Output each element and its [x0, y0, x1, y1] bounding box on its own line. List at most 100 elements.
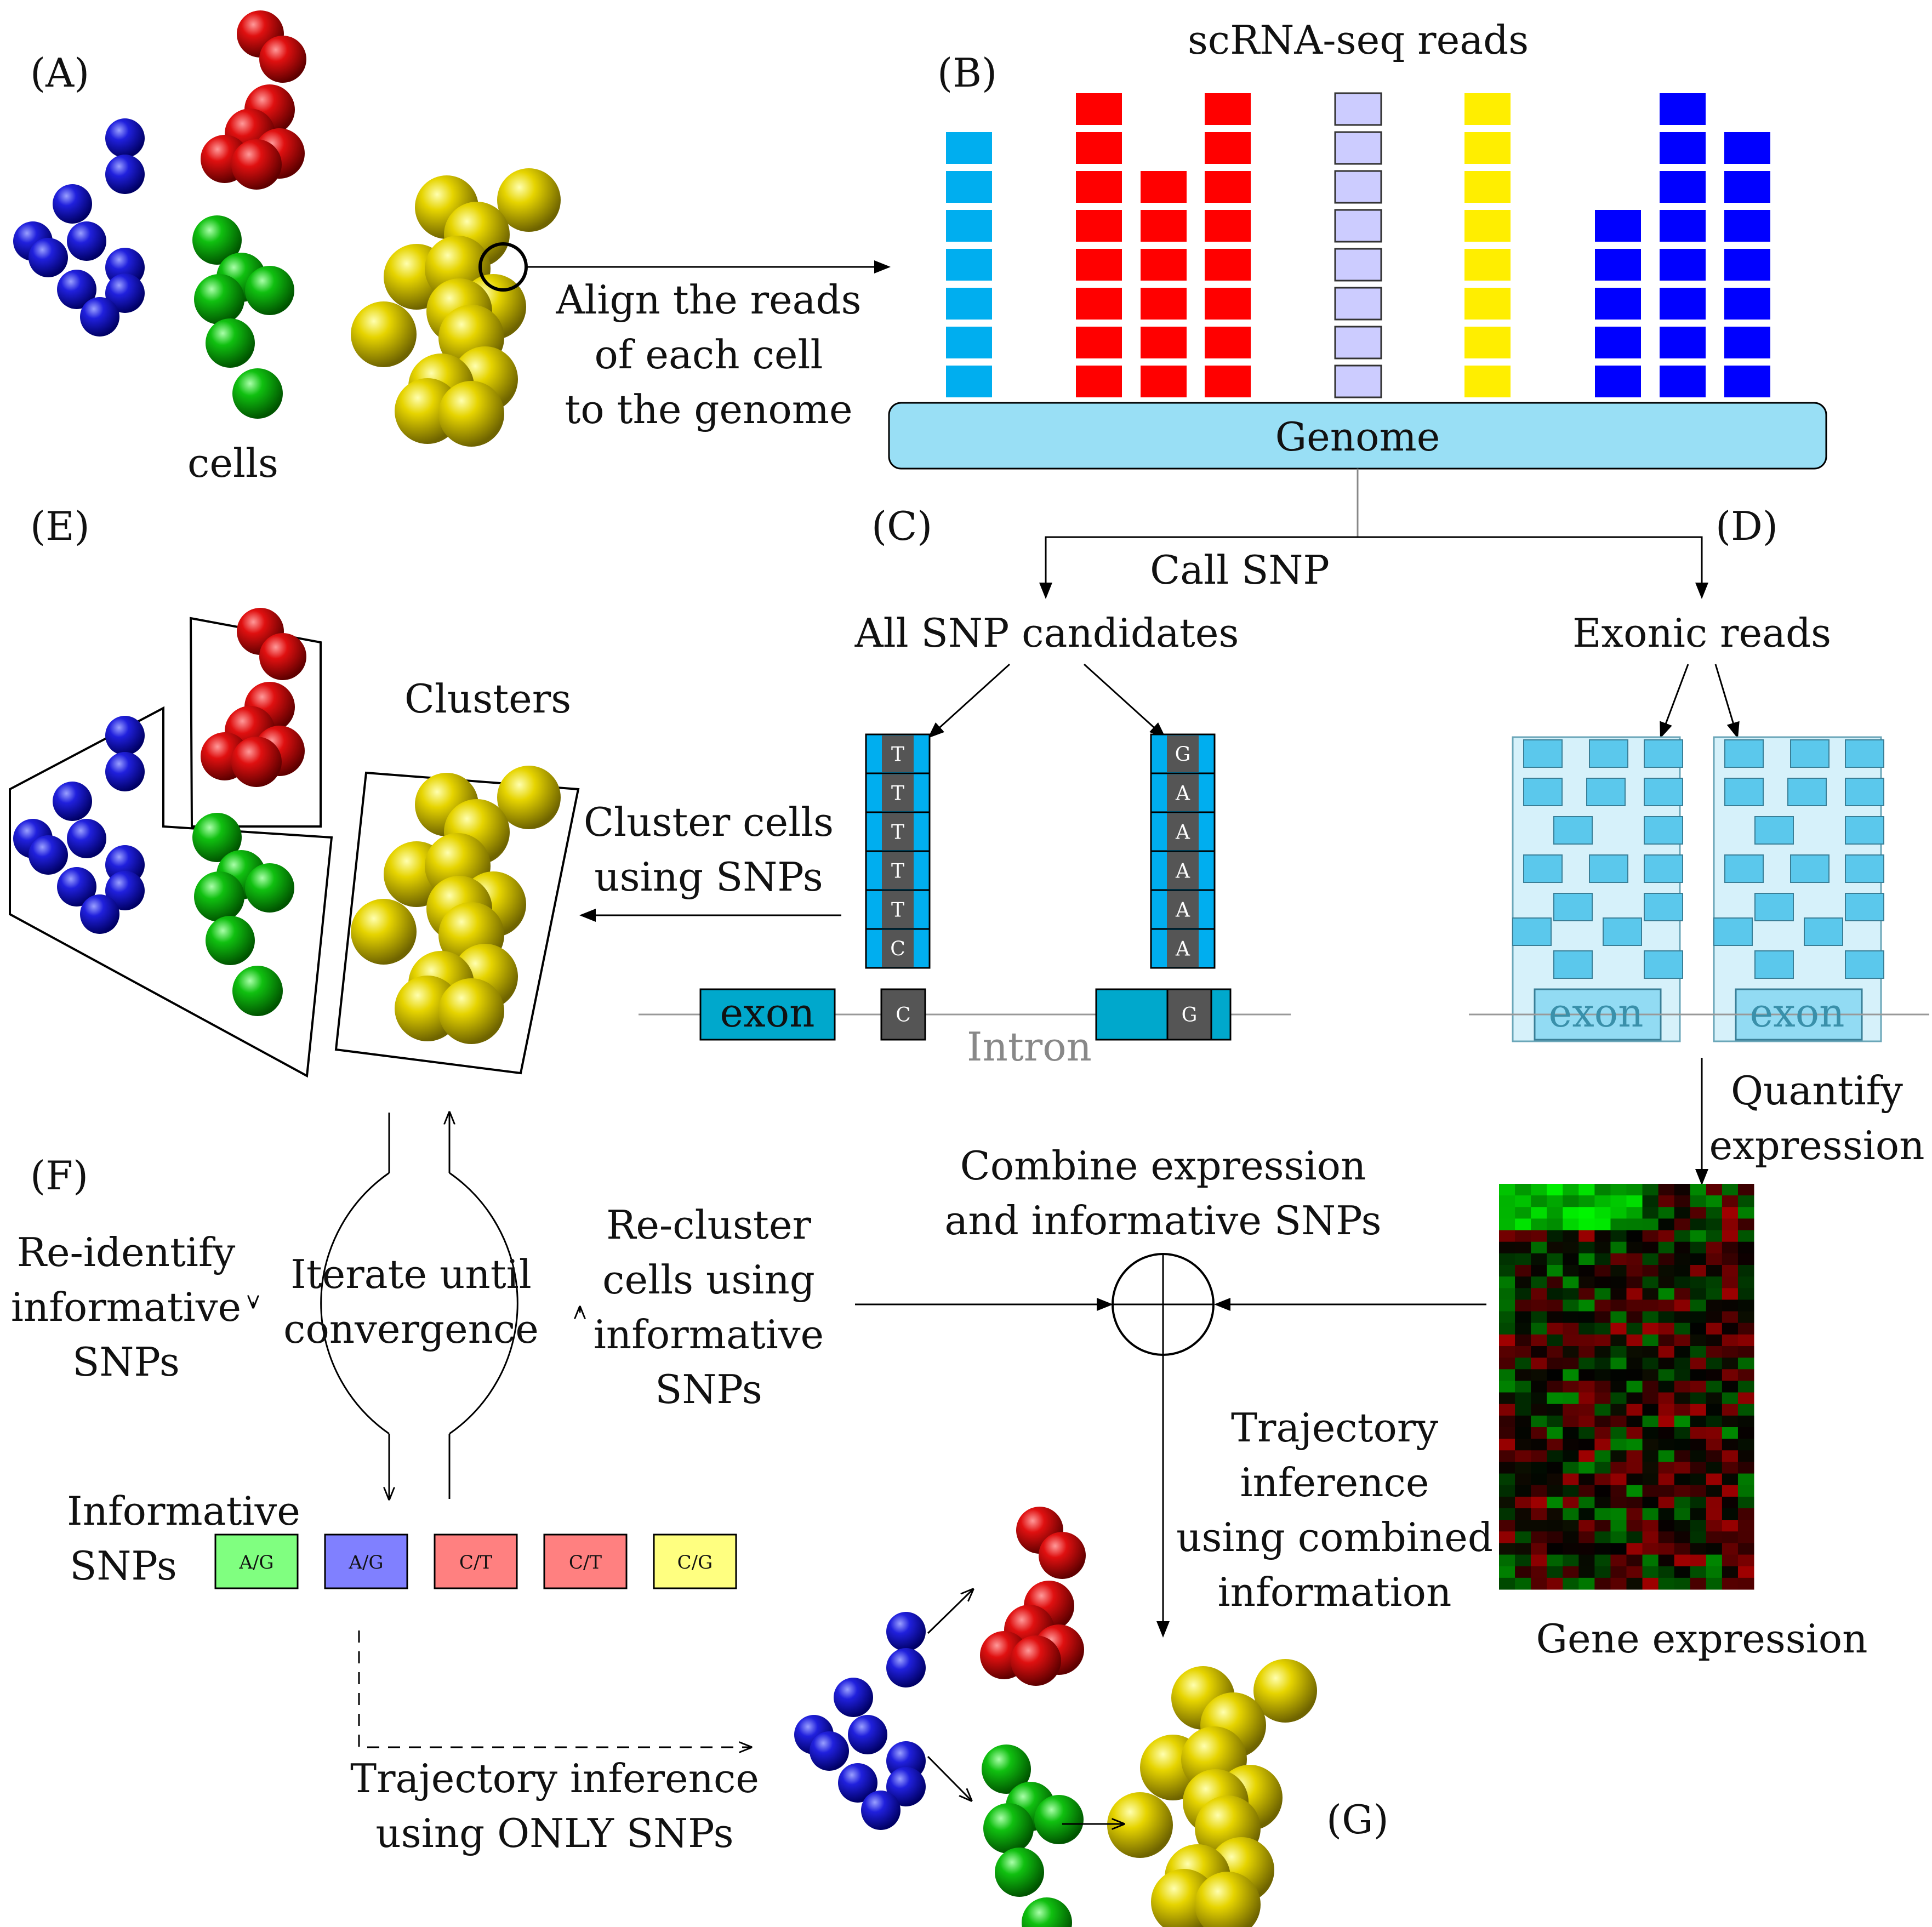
- heatmap-cell: [1642, 1577, 1659, 1590]
- heatmap-cell: [1563, 1427, 1579, 1439]
- exonic-read: [1754, 816, 1794, 845]
- heatmap-cell: [1722, 1265, 1739, 1277]
- heatmap-cell: [1722, 1253, 1739, 1265]
- heatmap-cell: [1722, 1299, 1739, 1312]
- heatmap-cell: [1674, 1439, 1691, 1451]
- heatmap-cell: [1515, 1195, 1531, 1207]
- yellow-cell: [351, 899, 417, 965]
- heatmap-cell: [1674, 1415, 1691, 1428]
- heatmap-cell: [1706, 1241, 1723, 1254]
- read-block: [1724, 171, 1770, 203]
- read-block: [1595, 210, 1641, 242]
- heatmap-cell: [1626, 1369, 1643, 1381]
- heatmap-cell: [1706, 1288, 1723, 1300]
- read-block: [1205, 288, 1251, 320]
- heatmap-cell: [1674, 1276, 1691, 1289]
- cell-groups-g: [794, 1507, 1317, 1927]
- heatmap-cell: [1547, 1207, 1563, 1219]
- heatmap-cell: [1626, 1207, 1643, 1219]
- heatmap-cell: [1658, 1531, 1675, 1543]
- heatmap-cell: [1706, 1346, 1723, 1358]
- read-block: [1660, 249, 1706, 281]
- heatmap-cell: [1547, 1288, 1563, 1300]
- heatmap-cell: [1706, 1404, 1723, 1416]
- green-cell: [192, 813, 242, 862]
- heatmap-cell: [1515, 1462, 1531, 1474]
- heatmap-cell: [1706, 1299, 1723, 1312]
- cluster-cells-label-1: Cluster cells: [584, 799, 834, 845]
- exonic-read: [1724, 778, 1764, 806]
- read-block: [1660, 210, 1706, 242]
- informative-snp-tags: A/G A/G C/T C/T C/G: [214, 1533, 737, 1589]
- heatmap-cell: [1515, 1358, 1531, 1370]
- heatmap-cell: [1690, 1554, 1707, 1567]
- heatmap-cell: [1737, 1543, 1754, 1555]
- read-block: [1660, 288, 1706, 320]
- scrna-reads-title: scRNA-seq reads: [1188, 17, 1529, 63]
- exonic-read: [1553, 893, 1593, 921]
- exon-label-d1: exon: [1549, 990, 1644, 1036]
- red-cell: [259, 633, 306, 680]
- blue-cell: [80, 297, 119, 337]
- heatmap-cell: [1547, 1473, 1563, 1486]
- heatmap-cell: [1706, 1450, 1723, 1462]
- heatmap-cell: [1563, 1322, 1579, 1335]
- heatmap-cell: [1578, 1253, 1595, 1265]
- heatmap-cell: [1690, 1439, 1707, 1451]
- exonic-read: [1845, 854, 1884, 883]
- base-cell: [1167, 813, 1199, 850]
- heatmap-cell: [1706, 1566, 1723, 1578]
- heatmap-cell: [1547, 1322, 1563, 1335]
- heatmap-cell: [1706, 1462, 1723, 1474]
- heatmap-cell: [1626, 1427, 1643, 1439]
- heatmap-cell: [1626, 1218, 1643, 1231]
- heatmap-cell: [1690, 1531, 1707, 1543]
- exonic-read: [1724, 854, 1764, 883]
- heatmap-cell: [1722, 1415, 1739, 1428]
- heatmap-cell: [1531, 1427, 1547, 1439]
- read-block: [1464, 93, 1511, 125]
- heatmap-cell: [1531, 1207, 1547, 1219]
- heatmap-cell: [1578, 1322, 1595, 1335]
- snp-tag: [543, 1533, 628, 1589]
- recluster-label-4: SNPs: [655, 1366, 762, 1412]
- green-cell: [194, 274, 244, 324]
- heatmap-cell: [1642, 1508, 1659, 1520]
- heatmap-cell: [1499, 1241, 1515, 1254]
- exonic-read: [1512, 917, 1552, 946]
- heatmap-cell: [1658, 1346, 1675, 1358]
- heatmap-cell: [1674, 1334, 1691, 1347]
- heatmap-cell: [1594, 1554, 1611, 1567]
- heatmap-cell: [1722, 1358, 1739, 1370]
- heatmap-cell: [1563, 1230, 1579, 1242]
- read-block: [1724, 288, 1770, 320]
- exonic-read: [1845, 816, 1884, 845]
- heatmap-cell: [1610, 1230, 1627, 1242]
- exonic-read: [1790, 854, 1830, 883]
- heatmap-cell: [1547, 1195, 1563, 1207]
- heatmap-cell: [1610, 1195, 1627, 1207]
- read-block: [1595, 327, 1641, 358]
- heatmap-cell: [1499, 1485, 1515, 1497]
- heatmap-cell: [1706, 1577, 1723, 1590]
- heatmap-cell: [1515, 1346, 1531, 1358]
- heatmap-cell: [1594, 1265, 1611, 1277]
- heatmap-cell: [1594, 1299, 1611, 1312]
- heatmap-cell: [1594, 1276, 1611, 1289]
- heatmap-cell: [1658, 1485, 1675, 1497]
- heatmap-cell: [1499, 1322, 1515, 1335]
- snp-tag-label: C/T: [569, 1552, 602, 1573]
- heatmap-cell: [1515, 1369, 1531, 1381]
- snp-tag-label: C/T: [459, 1552, 492, 1573]
- blue-cell: [105, 752, 145, 791]
- heatmap-cell: [1547, 1566, 1563, 1578]
- heatmap-cell: [1499, 1473, 1515, 1486]
- heatmap-cell: [1658, 1439, 1675, 1451]
- heatmap-cell: [1658, 1253, 1675, 1265]
- heatmap-cell: [1626, 1566, 1643, 1578]
- heatmap-cell: [1594, 1358, 1611, 1370]
- clusters-label: Clusters: [404, 676, 571, 722]
- heatmap-cell: [1690, 1566, 1707, 1578]
- heatmap-cell: [1658, 1288, 1675, 1300]
- heatmap-cell: [1515, 1543, 1531, 1555]
